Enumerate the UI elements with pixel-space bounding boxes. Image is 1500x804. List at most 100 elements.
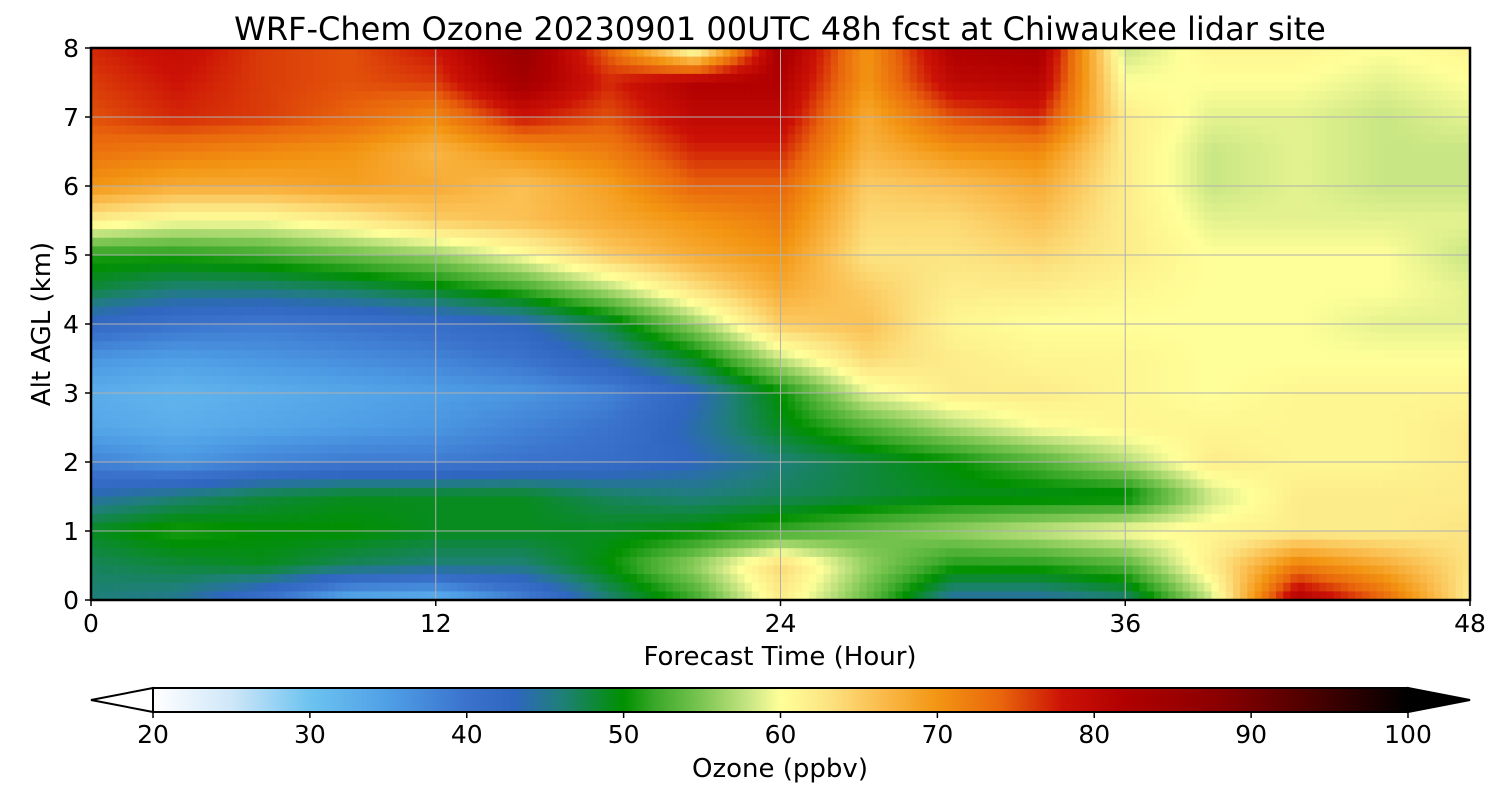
heatmap-cell — [995, 203, 1004, 213]
heatmap-cell — [845, 65, 853, 75]
heatmap-cell — [1232, 151, 1241, 161]
heatmap-cell — [708, 151, 717, 161]
heatmap-cell — [902, 117, 911, 127]
heatmap-cell — [249, 255, 257, 265]
heatmap-cell — [1340, 246, 1349, 256]
heatmap-cell — [665, 125, 674, 135]
heatmap-cell — [809, 255, 818, 265]
heatmap-cell — [1039, 134, 1047, 144]
heatmap-cell — [148, 142, 157, 153]
heatmap-cell — [1110, 194, 1119, 204]
heatmap-cell — [1046, 237, 1055, 247]
heatmap-cell — [823, 48, 832, 58]
heatmap-cell — [1268, 56, 1277, 66]
heatmap-cell — [328, 237, 336, 247]
heatmap-cell — [557, 177, 566, 187]
heatmap-cell — [1125, 108, 1134, 118]
heatmap-cell — [536, 177, 545, 187]
heatmap-cell — [414, 255, 422, 265]
heatmap-cell — [766, 108, 774, 118]
heatmap-cell — [335, 263, 343, 273]
heatmap-cell — [809, 117, 818, 127]
heatmap-cell — [141, 91, 150, 101]
heatmap-cell — [615, 134, 624, 144]
heatmap-cell — [435, 73, 444, 84]
heatmap-cell — [967, 246, 976, 256]
heatmap-cell — [751, 160, 760, 170]
heatmap-cell — [794, 194, 803, 204]
heatmap-cell — [644, 168, 652, 178]
heatmap-cell — [1283, 186, 1292, 196]
heatmap-cell — [428, 56, 437, 66]
heatmap-cell — [1074, 160, 1083, 170]
heatmap-cell — [960, 91, 968, 101]
heatmap-cell — [457, 255, 466, 265]
heatmap-cell — [730, 194, 738, 204]
heatmap-cell — [694, 263, 703, 273]
heatmap-cell — [579, 82, 588, 92]
heatmap-cell — [852, 160, 861, 170]
heatmap-cell — [751, 73, 760, 84]
heatmap-cell — [629, 246, 638, 256]
heatmap-cell — [1197, 186, 1205, 196]
heatmap-cell — [1039, 220, 1047, 230]
heatmap-cell — [723, 211, 731, 222]
heatmap-cell — [471, 99, 480, 109]
heatmap-cell — [644, 177, 652, 187]
heatmap-cell — [227, 168, 236, 178]
heatmap-cell — [823, 220, 832, 230]
heatmap-cell — [1383, 125, 1392, 135]
heatmap-cell — [385, 237, 394, 247]
heatmap-cell — [579, 194, 588, 204]
heatmap-cell — [608, 91, 616, 101]
heatmap-cell — [744, 48, 753, 58]
heatmap-cell — [270, 117, 279, 127]
heatmap-cell — [536, 73, 545, 84]
heatmap-cell — [1218, 186, 1227, 196]
heatmap-cell — [715, 255, 724, 265]
heatmap-cell — [184, 142, 193, 153]
heatmap-cell — [550, 125, 559, 135]
heatmap-cell — [780, 151, 789, 161]
heatmap-cell — [758, 229, 767, 239]
heatmap-cell — [378, 203, 387, 213]
heatmap-cell — [292, 177, 300, 187]
heatmap-cell — [184, 56, 193, 66]
heatmap-cell — [730, 203, 738, 213]
heatmap-cell — [98, 65, 106, 75]
heatmap-cell — [1283, 246, 1292, 256]
heatmap-cell — [91, 134, 99, 144]
heatmap-cell — [1448, 160, 1457, 170]
heatmap-cell — [1082, 194, 1090, 204]
heatmap-cell — [629, 99, 638, 109]
heatmap-cell — [1211, 99, 1220, 109]
heatmap-cell — [1355, 82, 1363, 92]
heatmap-cell — [112, 134, 121, 144]
heatmap-cell — [148, 177, 157, 187]
heatmap-cell — [1232, 186, 1241, 196]
heatmap-cell — [557, 99, 566, 109]
heatmap-cell — [1053, 177, 1062, 187]
heatmap-cell — [644, 255, 652, 265]
heatmap-cell — [715, 117, 724, 127]
heatmap-cell — [773, 160, 782, 170]
heatmap-cell — [665, 48, 674, 58]
heatmap-cell — [1139, 56, 1148, 66]
heatmap-cell — [1046, 65, 1055, 75]
heatmap-cell — [277, 117, 286, 127]
heatmap-cell — [256, 151, 264, 161]
heatmap-cell — [378, 91, 387, 101]
heatmap-cell — [766, 220, 774, 230]
heatmap-cell — [1096, 160, 1105, 170]
heatmap-cell — [658, 91, 667, 101]
heatmap-cell — [1405, 73, 1414, 84]
heatmap-cell — [1462, 255, 1471, 265]
heatmap-cell — [895, 211, 904, 222]
heatmap-cell — [845, 263, 853, 273]
heatmap-cell — [313, 160, 322, 170]
heatmap-cell — [658, 186, 667, 196]
heatmap-cell — [1412, 117, 1421, 127]
heatmap-cell — [644, 211, 652, 222]
heatmap-cell — [1369, 177, 1378, 187]
heatmap-cell — [98, 237, 106, 247]
